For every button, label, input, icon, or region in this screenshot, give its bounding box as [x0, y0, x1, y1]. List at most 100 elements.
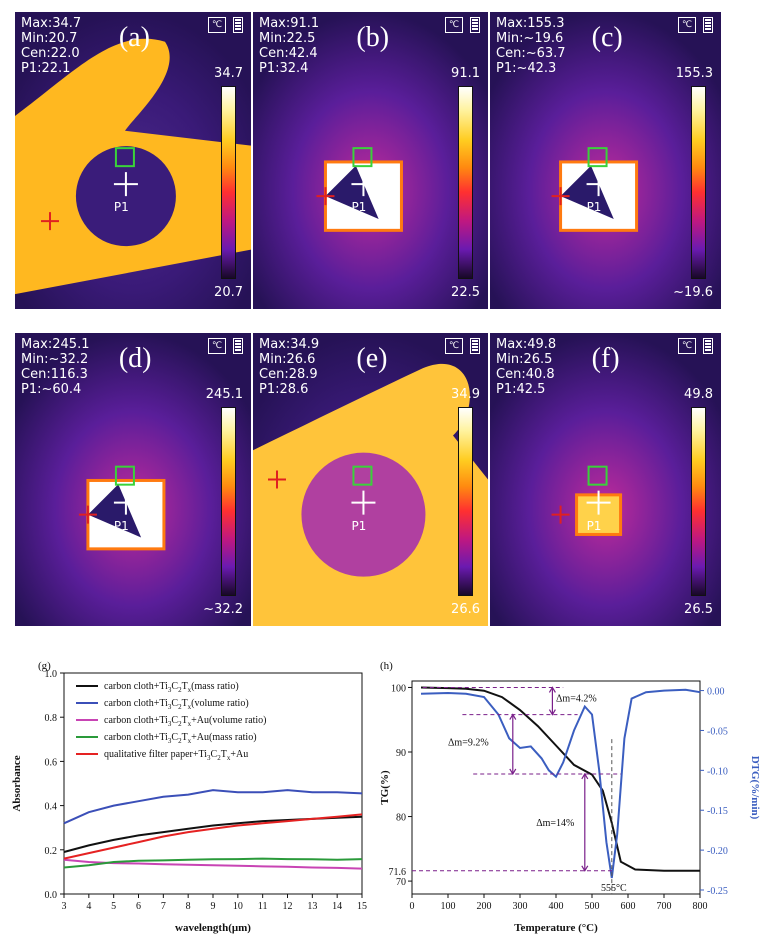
thermal-scene-b — [253, 12, 488, 309]
legend-label: carbon cloth+Ti3C2Tx+Au(volume ratio) — [104, 715, 267, 728]
center-box-marker — [352, 147, 373, 168]
max-readout: Max:34.7 — [21, 16, 82, 31]
min-readout: Min:26.6 — [259, 352, 316, 367]
x-tick-label: 600 — [621, 901, 636, 912]
battery-icon — [470, 17, 480, 33]
scale-max-label: 91.1 — [451, 66, 480, 81]
p1-readout: P1:~60.4 — [21, 382, 82, 397]
battery-bar — [705, 22, 711, 24]
scale-min-label: 20.7 — [214, 285, 243, 300]
legend-label-part: x — [188, 703, 192, 711]
p1-crosshair — [586, 490, 611, 515]
y-tick-label: 0.4 — [45, 802, 58, 813]
series-line — [63, 815, 363, 853]
legend-label-part: 3 — [207, 754, 211, 762]
legend-label-part: Ti — [199, 749, 208, 760]
panel-tag: (b) — [356, 22, 390, 53]
min-readout: Min:20.7 — [21, 31, 78, 46]
p1-crosshair — [586, 172, 611, 197]
color-scale-bar — [221, 407, 236, 596]
dm2-arrow-heads — [509, 713, 517, 776]
panel-tag: (a) — [118, 22, 150, 53]
scale-min-label: ~32.2 — [203, 602, 243, 617]
temperature-readout: Max:91.1 Min:22.5 Cen:42.4 P1:32.4 — [259, 16, 319, 76]
legend-label-part: 3 — [168, 703, 172, 711]
thermal-panel-e: P1 Max:34.9 Min:26.6 Cen:28.9 P1:28.6 (e) ℃ 34.… — [253, 333, 488, 626]
y-right-tick-label: -0.15 — [707, 806, 728, 817]
dm3-annotation: Δm=14% — [536, 818, 574, 829]
y-right-axis-label: DTG(%/min) — [749, 756, 760, 820]
y-tick-label: 0.8 — [45, 713, 58, 724]
min-readout: Min:26.5 — [496, 352, 553, 367]
legend-label-part: carbon cloth+ — [104, 732, 160, 743]
x-tick-label: 15 — [357, 901, 367, 912]
battery-bar — [705, 343, 711, 345]
legend-label-part: qualitative filter paper+ — [104, 749, 199, 760]
temperature-readout: Max:245.1 Min:~32.2 Cen:116.3 P1:~60.4 — [21, 337, 89, 397]
scale-max-label: 34.7 — [214, 66, 243, 81]
p1-readout: P1:32.4 — [259, 61, 309, 76]
temperature-readout: Max:155.3 Min:~19.6 Cen:~63.7 P1:~42.3 — [496, 16, 566, 76]
y-right-tick-label: 0.00 — [707, 687, 725, 698]
legend-label-part: x — [188, 737, 192, 745]
y-tick-label: 1.0 — [45, 669, 58, 680]
legend-label-part: carbon cloth+ — [104, 698, 160, 709]
battery-bar — [235, 28, 241, 30]
battery-bar — [472, 22, 478, 24]
max-readout: Max:245.1 — [21, 337, 90, 352]
center-box-marker — [114, 147, 135, 168]
color-scale-bar — [458, 407, 473, 596]
p1-readout: P1:28.6 — [259, 382, 309, 397]
battery-bar — [705, 349, 711, 351]
center-readout: Cen:116.3 — [21, 367, 88, 382]
p1-crosshair — [113, 490, 138, 515]
x-tick-label: 11 — [258, 901, 268, 912]
max-crosshair — [78, 505, 97, 524]
center-readout: Cen:22.0 — [21, 46, 80, 61]
thermometer-unit-icon: ℃ — [678, 338, 696, 354]
y-right-tick-label: -0.25 — [707, 886, 728, 897]
x-axis-label: wavelength(μm) — [175, 922, 251, 934]
tg-dtg-chart-svg: 0 100 200 300 400 500 600 700 800 70 80 90 100 71.6 0.… — [379, 660, 760, 934]
legend-label-part: 2 — [178, 686, 182, 694]
temperature-readout: Max:34.9 Min:26.6 Cen:28.9 P1:28.6 — [259, 337, 319, 397]
center-readout: Cen:42.4 — [259, 46, 318, 61]
legend-label-part: Ti — [159, 698, 168, 709]
panel-tag: (e) — [356, 343, 388, 374]
p1-readout: P1:42.5 — [496, 382, 546, 397]
x-tick-label: 5 — [111, 901, 116, 912]
legend-label-part: (volume ratio) — [191, 698, 248, 709]
sample-shadow — [87, 484, 142, 538]
max-readout: Max:34.9 — [259, 337, 320, 352]
legend-label-part: 2 — [178, 737, 182, 745]
scale-min-label: 26.6 — [451, 602, 480, 617]
legend-label-part: (mass ratio) — [191, 681, 239, 692]
battery-bar — [705, 25, 711, 27]
x-tick-label: 7 — [161, 901, 166, 912]
max-crosshair — [551, 505, 570, 524]
legend-label-part: x — [188, 686, 192, 694]
legend-label-part: C — [171, 681, 178, 692]
y-tick-label: 80 — [396, 813, 406, 824]
battery-bar — [472, 346, 478, 348]
legend-label-part: C — [211, 749, 218, 760]
y-axis-label: TG(%) — [379, 770, 391, 805]
y-tick-label: 0.2 — [45, 846, 58, 857]
series-line — [63, 813, 363, 860]
max-readout: Max:155.3 — [496, 16, 565, 31]
panel-label-g: (g) — [38, 660, 51, 672]
x-tick-label: 4 — [86, 901, 91, 912]
battery-bar — [705, 340, 711, 342]
legend-label-part: 2 — [178, 703, 182, 711]
color-scale-bar — [221, 86, 236, 279]
x-tick-label: 800 — [693, 901, 708, 912]
x-tick-label: 9 — [211, 901, 216, 912]
min-readout: Min:~19.6 — [496, 31, 564, 46]
scale-min-label: 22.5 — [451, 285, 480, 300]
x-tick-label: 300 — [513, 901, 528, 912]
x-tick-label: 8 — [186, 901, 191, 912]
max-crosshair — [41, 212, 59, 231]
thermal-scene-f — [490, 333, 721, 626]
legend-label-part: Ti — [159, 681, 168, 692]
y-right-tick-label: -0.05 — [707, 726, 728, 737]
